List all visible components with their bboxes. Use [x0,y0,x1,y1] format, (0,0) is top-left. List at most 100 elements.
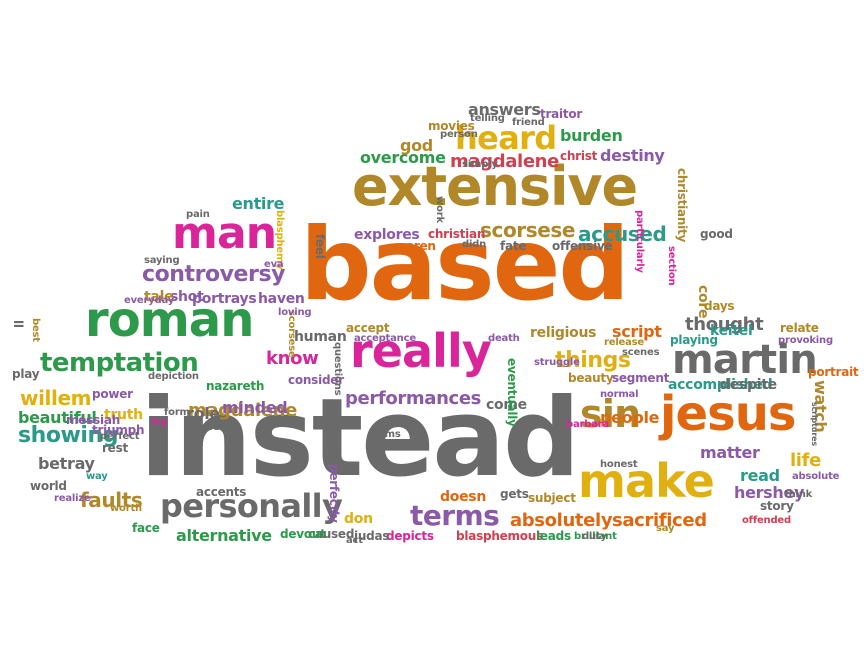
cloud-word: person [440,129,478,140]
cloud-word: man [172,208,277,259]
cloud-word: triumph [92,423,145,437]
cloud-word: play [12,367,40,381]
cloud-word: duty [582,531,607,542]
cloud-word: accomplished [668,377,773,393]
cloud-word: come [486,397,527,413]
cloud-word: consider [288,373,344,387]
cloud-word: human [294,329,347,345]
cloud-word: depiction [148,371,199,382]
cloud-word: beautiful [18,408,97,427]
cloud-word: barbara [566,419,610,430]
cloud-word: traitor [540,107,583,121]
cloud-word: judas [354,529,390,543]
cloud-word: death [488,333,520,344]
cloud-word: friend [512,117,545,128]
cloud-word: telling [470,113,505,124]
cloud-word: doesn [440,489,487,505]
cloud-word: release [604,337,645,348]
cloud-word: christianity [675,168,689,243]
cloud-word: caused [308,527,355,541]
cloud-word: role [186,404,220,423]
cloud-word: accused [578,222,667,246]
cloud-word: brilliant [574,531,617,542]
cloud-word: personally [160,487,343,525]
cloud-word: face [132,521,160,535]
cloud-word: fry [152,417,168,428]
cloud-word: magdalene [450,151,559,172]
cloud-word: movies [428,119,475,133]
cloud-word: make [578,454,715,508]
cloud-word: willem [20,386,92,410]
cloud-word: questions [332,342,343,396]
cloud-word: betray [38,454,95,473]
cloud-word: accept [346,321,390,335]
cloud-word: depicts [386,529,434,543]
cloud-word: messiah [66,413,121,427]
cloud-word: way [86,471,108,482]
cloud-word: things [555,348,631,373]
cloud-word: showing [18,423,119,448]
cloud-word: keitel [710,323,753,339]
cloud-word: normal [600,389,639,400]
cloud-word: people [600,408,660,427]
cloud-word: pain [186,209,210,220]
cloud-word: simply [462,159,498,170]
cloud-word: martin [672,337,818,383]
cloud-word: performances [345,388,482,409]
cloud-word: think [784,489,813,500]
cloud-word: know [266,348,319,369]
cloud-word: religious [530,325,597,341]
cloud-word: feel [313,234,327,259]
cloud-word: acceptance [354,333,416,344]
cloud-word: entire [232,194,285,213]
cloud-word: god [400,136,433,155]
cloud-word: scorsese [480,218,576,242]
cloud-word: answers [468,100,541,119]
cloud-word: worth [110,503,142,514]
cloud-word: films [374,429,401,440]
cloud-word: power [92,387,133,401]
cloud-word: days [704,299,735,313]
cloud-word: haven [258,291,305,307]
cloud-word: controversy [142,262,286,287]
cloud-word: shot [170,289,204,305]
cloud-word: offended [742,515,791,526]
cloud-word: extensive [352,155,638,218]
cloud-word: christ [560,149,598,163]
cloud-word: everyday [124,295,175,306]
cloud-word: eva [264,259,284,270]
cloud-word: script [612,322,662,341]
cloud-word: truth [104,407,143,423]
cloud-word: section [666,246,677,286]
cloud-word: terms [410,499,500,532]
cloud-word: loving [278,307,312,318]
cloud-word: particularly [634,210,645,273]
cloud-word: fate [500,239,527,253]
cloud-word: didn [462,239,487,250]
cloud-word: minded [222,398,288,417]
cloud-word: thought [685,314,764,335]
cloud-word: ll [11,320,25,328]
cloud-word: offensive [552,239,613,253]
cloud-word: christian [428,227,486,241]
cloud-word: read [740,466,780,485]
cloud-word: relate [780,321,819,335]
cloud-word: portrays [192,291,257,307]
cloud-word: blasphemous [456,529,544,543]
cloud-word: absolute [792,471,840,482]
cloud-word: destiny [600,146,665,165]
cloud-word: perfect [100,431,140,442]
cloud-word: form [164,407,190,418]
cloud-word: beauty [568,371,614,385]
cloud-word: heard [455,119,557,157]
cloud-word: hershey [734,483,805,502]
cloud-word: realize [54,493,91,504]
cloud-word: work [434,196,445,223]
cloud-word: nazareth [206,379,265,393]
cloud-word: eventually [505,358,519,427]
cloud-word: provoking [778,335,833,346]
cloud-word: faults [80,488,143,512]
cloud-word: don [344,511,373,527]
cloud-word: world [30,479,67,493]
